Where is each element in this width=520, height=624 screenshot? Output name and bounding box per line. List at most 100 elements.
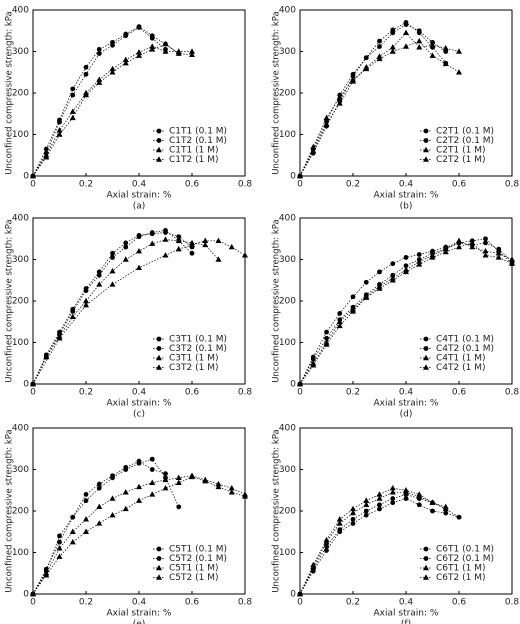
marker [189,250,195,256]
marker [228,243,235,250]
marker [43,353,50,360]
legend-label: C6T1 (1 M) [436,564,485,574]
x-tick-label: 0.8 [505,388,520,398]
marker [509,260,515,266]
marker [324,548,329,553]
x-tick-label: 0.2 [79,598,93,608]
x-tick-label: 0.4 [132,180,147,190]
marker [122,256,129,262]
marker [323,341,330,347]
legend-label: C5T1 (1 M) [169,564,218,574]
marker [416,252,422,257]
y-tick-label: 300 [12,47,29,57]
marker [109,65,116,72]
marker [30,380,36,387]
marker [429,499,436,505]
marker [442,248,449,255]
y-tick-label: 200 [12,297,29,307]
marker [202,477,209,484]
marker [403,489,409,495]
marker [109,511,116,518]
marker [56,127,63,133]
marker [43,146,49,152]
marker [109,495,116,501]
marker [70,306,76,312]
y-tick-label: 300 [279,255,296,265]
marker [149,231,155,237]
marker [442,245,449,252]
marker [403,263,409,269]
caption: (a) [133,202,146,212]
y-tick-label: 0 [290,380,296,390]
legend-label: C1T2 (0.1 M) [169,136,227,146]
y-tick-label: 0 [290,172,296,182]
marker [469,239,476,246]
marker [176,234,182,240]
legend-label: C4T1 (1 M) [436,354,485,364]
marker [336,318,343,324]
y-tick-label: 0 [23,590,29,600]
legend-marker [423,556,429,561]
marker [390,496,396,501]
legend-marker [156,138,162,143]
marker [149,456,155,462]
marker [416,28,422,34]
y-tick-label: 200 [279,297,296,307]
caption: (c) [133,410,145,420]
x-tick-label: 0.8 [238,388,253,398]
y-tick-label: 100 [12,338,29,348]
marker [109,69,116,75]
y-axis-label: Unconfined compressive strength: kPa [272,11,282,174]
marker [363,294,370,300]
legend-marker [423,128,429,134]
marker [389,48,396,54]
marker [83,91,89,98]
x-axis-label: Axial strain: % [107,191,172,201]
marker [228,489,235,495]
marker [389,277,396,283]
marker [482,252,489,258]
legend-marker [423,354,429,361]
x-tick-label: 0.2 [346,180,360,190]
marker [96,520,103,526]
series-line [32,26,179,177]
marker [96,47,102,52]
marker [56,335,63,341]
marker [96,481,102,487]
marker [215,256,222,262]
x-tick-label: 0.2 [79,180,93,190]
marker [215,483,222,490]
marker [162,252,169,258]
marker [456,514,462,520]
marker [122,489,129,495]
marker [69,114,76,121]
y-tick-label: 0 [23,380,29,390]
marker [202,237,209,244]
marker [83,498,89,504]
marker [43,572,50,578]
marker [83,301,89,308]
legend-marker [423,564,429,571]
marker [149,35,155,41]
marker [136,248,142,254]
marker [83,64,89,70]
marker [162,476,169,483]
y-axis-label: Unconfined compressive strength: kPa [272,219,282,382]
legend-label: C4T2 (0.1 M) [436,344,494,354]
marker [442,44,449,51]
marker [376,495,383,501]
marker [149,479,156,485]
marker [56,545,63,551]
y-tick-label: 400 [12,424,29,434]
marker [336,520,343,526]
y-tick-label: 400 [279,214,296,224]
marker [310,362,317,368]
y-tick-label: 400 [12,214,29,224]
legend-label: C3T1 (0.1 M) [169,335,227,345]
series-line [299,24,446,177]
marker [456,48,462,54]
marker [403,496,409,501]
legend-marker [423,346,429,351]
marker [442,505,449,512]
marker [350,294,356,300]
